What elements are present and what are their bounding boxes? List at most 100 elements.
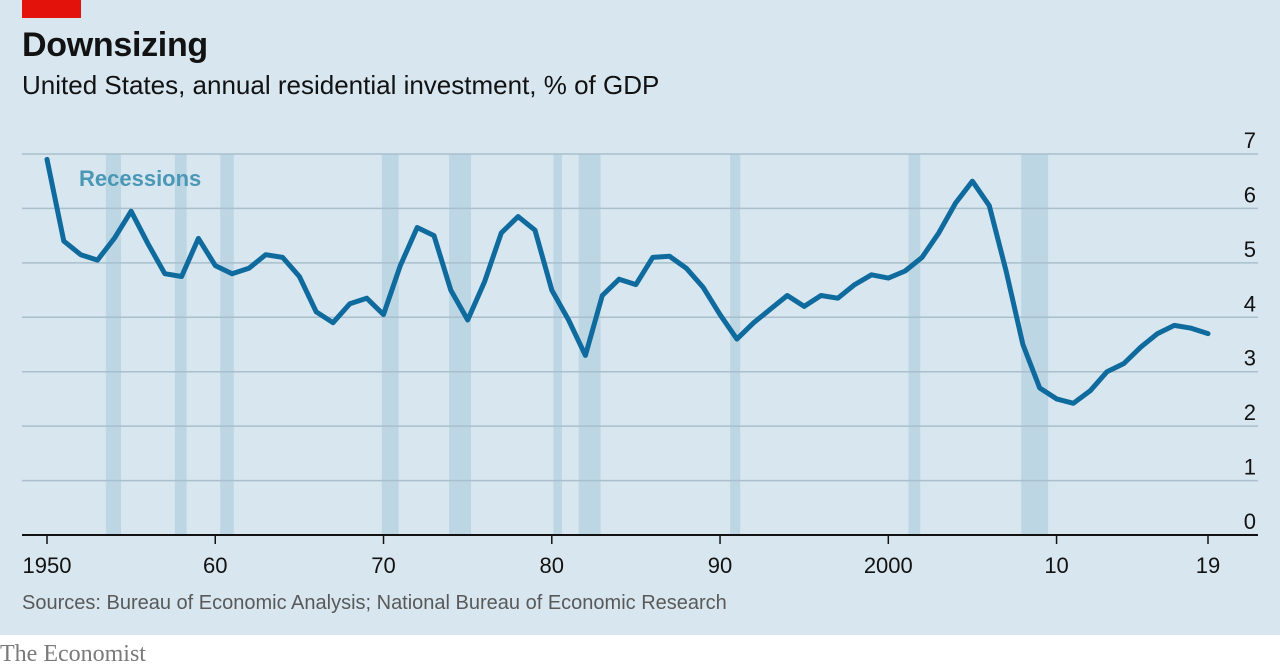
data-point-1986	[650, 255, 655, 260]
data-point-2012	[1088, 388, 1093, 393]
recession-band-9	[1021, 154, 1049, 535]
data-point-1997	[835, 296, 840, 301]
data-point-1992	[751, 320, 756, 325]
gridlines	[22, 153, 1258, 536]
data-point-1969	[364, 296, 369, 301]
data-point-1989	[701, 285, 706, 290]
data-point-1965	[297, 274, 302, 279]
recession-band-7	[730, 154, 741, 535]
data-point-2006	[987, 203, 992, 208]
recession-band-2	[220, 154, 234, 535]
recession-band-5	[553, 154, 562, 535]
data-point-1972	[415, 225, 420, 230]
data-point-1995	[802, 304, 807, 309]
data-point-1984	[617, 277, 622, 282]
x-tick-label-1950: 1950	[23, 553, 72, 578]
data-point-1994	[785, 293, 790, 298]
chart-title: Downsizing	[22, 26, 208, 64]
x-tick-label-2000: 2000	[864, 553, 913, 578]
y-tick-label-1: 1	[1244, 455, 1256, 480]
x-tick-label-2019: 19	[1196, 553, 1220, 578]
data-point-2015	[1138, 345, 1143, 350]
data-point-1967	[331, 320, 336, 325]
line-chart: 0 1 2 3 4 5 6 7 1950 60 70 80 90 2000 10 19 Recessions	[22, 128, 1258, 578]
x-axis-ticks: 1950 60 70 80 90 2000 10 19	[23, 535, 1220, 578]
data-point-1963	[263, 252, 268, 257]
data-point-1987	[667, 254, 672, 259]
data-point-1971	[398, 263, 403, 268]
data-point-1958	[179, 274, 184, 279]
recession-band-4	[449, 154, 472, 535]
data-point-1974	[448, 288, 453, 293]
data-point-1988	[684, 266, 689, 271]
data-point-1957	[162, 271, 167, 276]
data-point-2008	[1020, 342, 1025, 347]
recession-band-0	[105, 154, 122, 535]
data-point-2004	[953, 200, 958, 205]
data-point-1973	[432, 233, 437, 238]
x-tick-label-1990: 90	[708, 553, 732, 578]
data-point-1955	[129, 209, 134, 214]
data-point-1980	[549, 288, 554, 293]
data-point-1966	[314, 309, 319, 314]
economist-red-tag	[22, 0, 81, 18]
data-point-1956	[145, 241, 150, 246]
data-point-2014	[1121, 361, 1126, 366]
economist-logo: The Economist	[0, 641, 146, 667]
data-point-1975	[465, 318, 470, 323]
data-point-1959	[196, 236, 201, 241]
y-tick-label-7: 7	[1244, 128, 1256, 153]
data-point-1950	[45, 157, 50, 162]
recession-band-3	[381, 154, 399, 535]
y-tick-label-0: 0	[1244, 509, 1256, 534]
data-point-1954	[112, 236, 117, 241]
data-point-2011	[1071, 401, 1076, 406]
x-tick-label-1960: 60	[203, 553, 227, 578]
data-point-1962	[246, 266, 251, 271]
series-line-residential-investment	[44, 156, 1211, 406]
y-tick-label-2: 2	[1244, 400, 1256, 425]
x-tick-label-1970: 70	[371, 553, 395, 578]
data-point-1981	[566, 318, 571, 323]
x-tick-label-2010: 10	[1044, 553, 1068, 578]
data-point-2003	[936, 230, 941, 235]
source-note: Sources: Bureau of Economic Analysis; Na…	[22, 592, 727, 614]
data-point-1960	[213, 263, 218, 268]
y-tick-label-4: 4	[1244, 291, 1256, 316]
data-point-2002	[919, 255, 924, 260]
recession-bands	[105, 154, 1049, 535]
data-point-1978	[516, 214, 521, 219]
data-point-1964	[280, 255, 285, 260]
data-point-2013	[1105, 369, 1110, 374]
data-point-2010	[1054, 396, 1059, 401]
data-point-2017	[1172, 323, 1177, 328]
y-tick-label-6: 6	[1244, 182, 1256, 207]
data-point-1952	[78, 252, 83, 257]
recession-band-8	[908, 154, 921, 535]
data-point-2016	[1155, 331, 1160, 336]
data-point-1979	[532, 228, 537, 233]
data-point-1985	[633, 282, 638, 287]
data-point-1993	[768, 307, 773, 312]
recessions-annotation: Recessions	[79, 166, 201, 191]
data-point-2005	[970, 179, 975, 184]
y-tick-label-3: 3	[1244, 346, 1256, 371]
data-point-1961	[230, 271, 235, 276]
data-point-1990	[718, 312, 723, 317]
data-point-2000	[886, 276, 891, 281]
data-point-2007	[1004, 269, 1009, 274]
data-point-2001	[903, 269, 908, 274]
data-point-1998	[852, 282, 857, 287]
x-tick-label-1980: 80	[540, 553, 564, 578]
data-point-1996	[819, 293, 824, 298]
recession-band-1	[174, 154, 187, 535]
y-axis-ticks: 0 1 2 3 4 5 6 7	[1244, 128, 1256, 534]
data-point-2009	[1037, 386, 1042, 391]
data-point-1983	[600, 293, 605, 298]
data-point-1976	[482, 279, 487, 284]
data-point-1953	[95, 258, 100, 263]
data-point-1968	[347, 301, 352, 306]
data-point-1991	[734, 337, 739, 342]
data-point-1951	[61, 239, 66, 244]
data-point-1970	[381, 312, 386, 317]
